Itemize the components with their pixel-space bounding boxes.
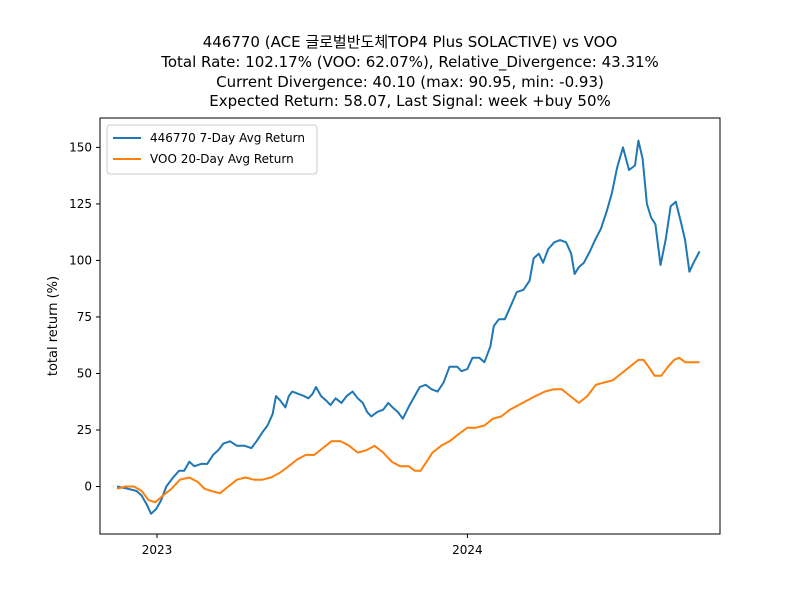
plot-frame (99, 117, 721, 535)
legend: 446770 7-Day Avg Return VOO 20-Day Avg R… (106, 124, 318, 175)
series-line-0 (116, 139, 701, 515)
y-tick-label: 125 (69, 197, 92, 211)
series-lines (116, 139, 701, 515)
x-axis-ticks: 2023 2024 (142, 534, 483, 557)
y-axis-label: total return (%) (46, 276, 61, 376)
title-line-4: Expected Return: 58.07, Last Signal: wee… (209, 92, 611, 110)
y-tick-label: 100 (69, 253, 92, 267)
series-line-1 (116, 356, 700, 504)
title-line-1: 446770 (ACE 글로벌반도체TOP4 Plus SOLACTIVE) v… (203, 33, 618, 51)
title-line-3: Current Divergence: 40.10 (max: 90.95, m… (216, 73, 604, 91)
x-tick-label: 2024 (452, 543, 483, 557)
y-tick-label: 0 (84, 480, 92, 494)
x-tick-label: 2023 (142, 543, 173, 557)
legend-box (106, 124, 318, 175)
title-line-2: Total Rate: 102.17% (VOO: 62.07%), Relat… (160, 53, 659, 72)
chart-title: 446770 (ACE 글로벌반도체TOP4 Plus SOLACTIVE) v… (160, 33, 659, 110)
y-axis-ticks: 0 25 50 75 100 125 150 (69, 140, 100, 494)
legend-label-voo: VOO 20-Day Avg Return (150, 152, 294, 166)
y-tick-label: 75 (77, 310, 92, 324)
y-tick-label: 150 (69, 140, 92, 154)
y-tick-label: 25 (77, 423, 92, 437)
y-tick-label: 50 (77, 366, 92, 380)
legend-label-446770: 446770 7-Day Avg Return (150, 131, 305, 145)
